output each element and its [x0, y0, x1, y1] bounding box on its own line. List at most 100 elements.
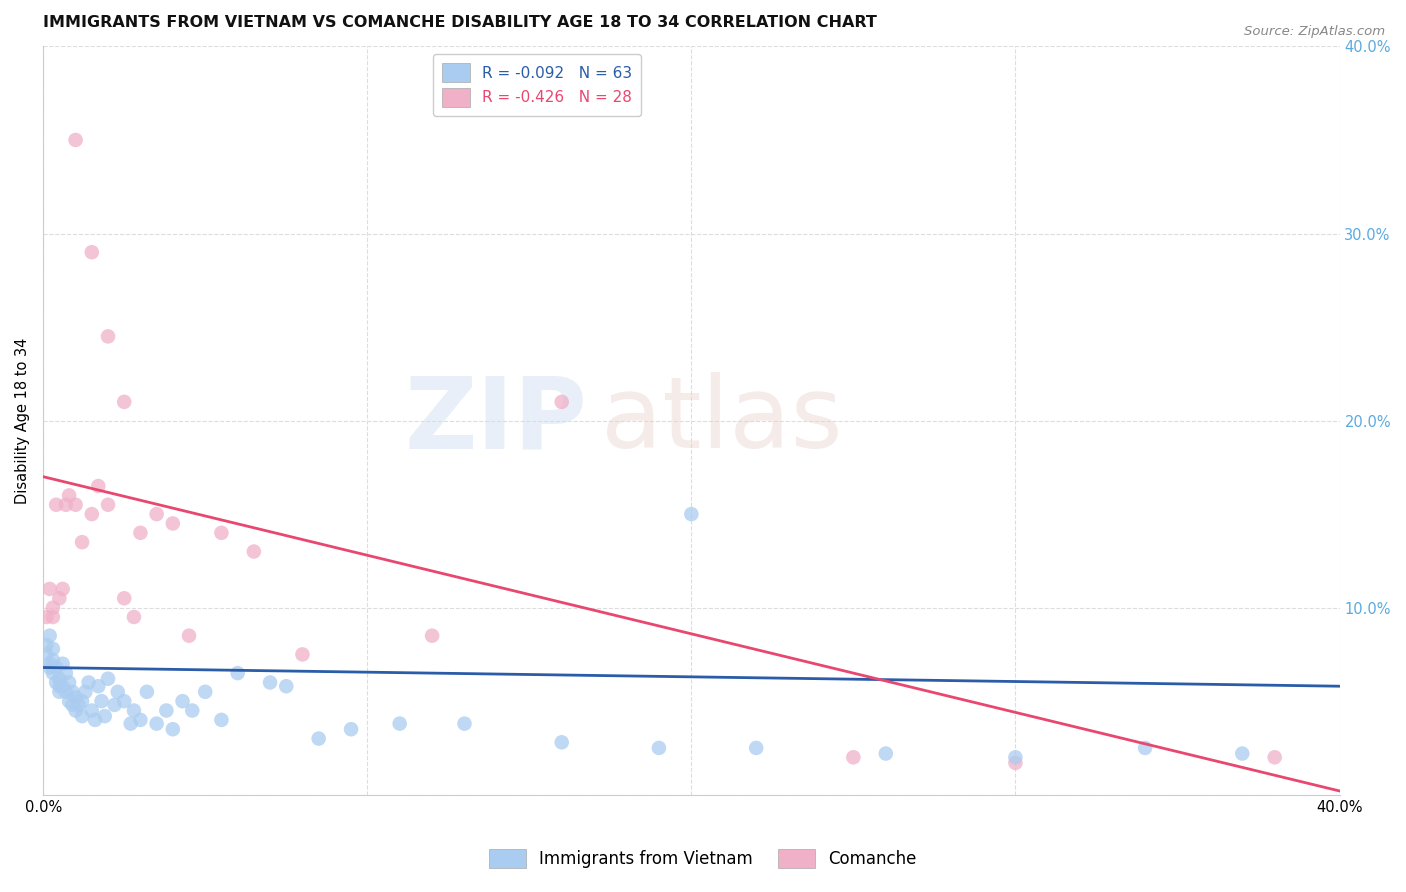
Point — [87, 479, 110, 493]
Point — [420, 629, 443, 643]
Point — [45, 498, 67, 512]
Point — [648, 740, 671, 755]
Point — [52, 657, 75, 671]
Point — [52, 582, 75, 596]
Point — [65, 133, 87, 147]
Point — [77, 675, 100, 690]
Point — [209, 713, 232, 727]
Point — [48, 672, 70, 686]
Point — [35, 610, 58, 624]
Point — [80, 704, 103, 718]
Point — [135, 685, 157, 699]
Point — [38, 582, 60, 596]
Point — [112, 591, 135, 606]
Point — [162, 723, 184, 737]
Point — [42, 600, 65, 615]
Point — [291, 648, 314, 662]
Point — [38, 629, 60, 643]
Point — [276, 679, 298, 693]
Point — [42, 653, 65, 667]
Point — [70, 535, 93, 549]
Point — [97, 329, 120, 343]
Point — [97, 498, 120, 512]
Point — [388, 716, 411, 731]
Point — [181, 704, 204, 718]
Point — [194, 685, 217, 699]
Point — [1004, 750, 1026, 764]
Point — [87, 679, 110, 693]
Point — [55, 666, 77, 681]
Point — [226, 666, 249, 681]
Point — [48, 685, 70, 699]
Point — [209, 525, 232, 540]
Legend: Immigrants from Vietnam, Comanche: Immigrants from Vietnam, Comanche — [482, 842, 924, 875]
Point — [243, 544, 266, 558]
Point — [129, 525, 152, 540]
Point — [1232, 747, 1254, 761]
Text: ZIP: ZIP — [405, 372, 588, 469]
Point — [145, 507, 167, 521]
Point — [94, 709, 117, 723]
Text: Source: ZipAtlas.com: Source: ZipAtlas.com — [1244, 25, 1385, 38]
Point — [58, 488, 80, 502]
Point — [67, 698, 90, 712]
Text: atlas: atlas — [600, 372, 842, 469]
Point — [129, 713, 152, 727]
Point — [75, 685, 97, 699]
Point — [551, 735, 574, 749]
Point — [52, 679, 75, 693]
Point — [42, 641, 65, 656]
Point — [55, 498, 77, 512]
Text: IMMIGRANTS FROM VIETNAM VS COMANCHE DISABILITY AGE 18 TO 34 CORRELATION CHART: IMMIGRANTS FROM VIETNAM VS COMANCHE DISA… — [44, 15, 877, 30]
Point — [42, 666, 65, 681]
Point — [42, 610, 65, 624]
Point — [120, 716, 142, 731]
Point — [122, 704, 145, 718]
Point — [107, 685, 129, 699]
Point — [1133, 740, 1156, 755]
Point — [122, 610, 145, 624]
Point — [177, 629, 200, 643]
Point — [145, 716, 167, 731]
Point — [551, 395, 574, 409]
Point — [308, 731, 330, 746]
Point — [103, 698, 125, 712]
Point — [65, 704, 87, 718]
Y-axis label: Disability Age 18 to 34: Disability Age 18 to 34 — [15, 337, 30, 504]
Point — [38, 660, 60, 674]
Point — [453, 716, 475, 731]
Point — [1004, 756, 1026, 770]
Point — [48, 591, 70, 606]
Point — [162, 516, 184, 531]
Point — [60, 698, 83, 712]
Point — [65, 690, 87, 705]
Point — [875, 747, 897, 761]
Point — [681, 507, 703, 521]
Point — [58, 694, 80, 708]
Point — [340, 723, 363, 737]
Point — [155, 704, 177, 718]
Point — [112, 395, 135, 409]
Point — [70, 709, 93, 723]
Point — [48, 679, 70, 693]
Point — [80, 507, 103, 521]
Point — [112, 694, 135, 708]
Point — [84, 713, 107, 727]
Point — [80, 245, 103, 260]
Point — [35, 648, 58, 662]
Point — [259, 675, 281, 690]
Point — [45, 660, 67, 674]
Point — [45, 675, 67, 690]
Legend: R = -0.092   N = 63, R = -0.426   N = 28: R = -0.092 N = 63, R = -0.426 N = 28 — [433, 54, 641, 116]
Point — [70, 694, 93, 708]
Point — [842, 750, 865, 764]
Point — [97, 672, 120, 686]
Point — [55, 685, 77, 699]
Point — [172, 694, 194, 708]
Point — [65, 498, 87, 512]
Point — [1264, 750, 1286, 764]
Point — [38, 657, 60, 671]
Point — [35, 638, 58, 652]
Point — [745, 740, 768, 755]
Point — [90, 694, 112, 708]
